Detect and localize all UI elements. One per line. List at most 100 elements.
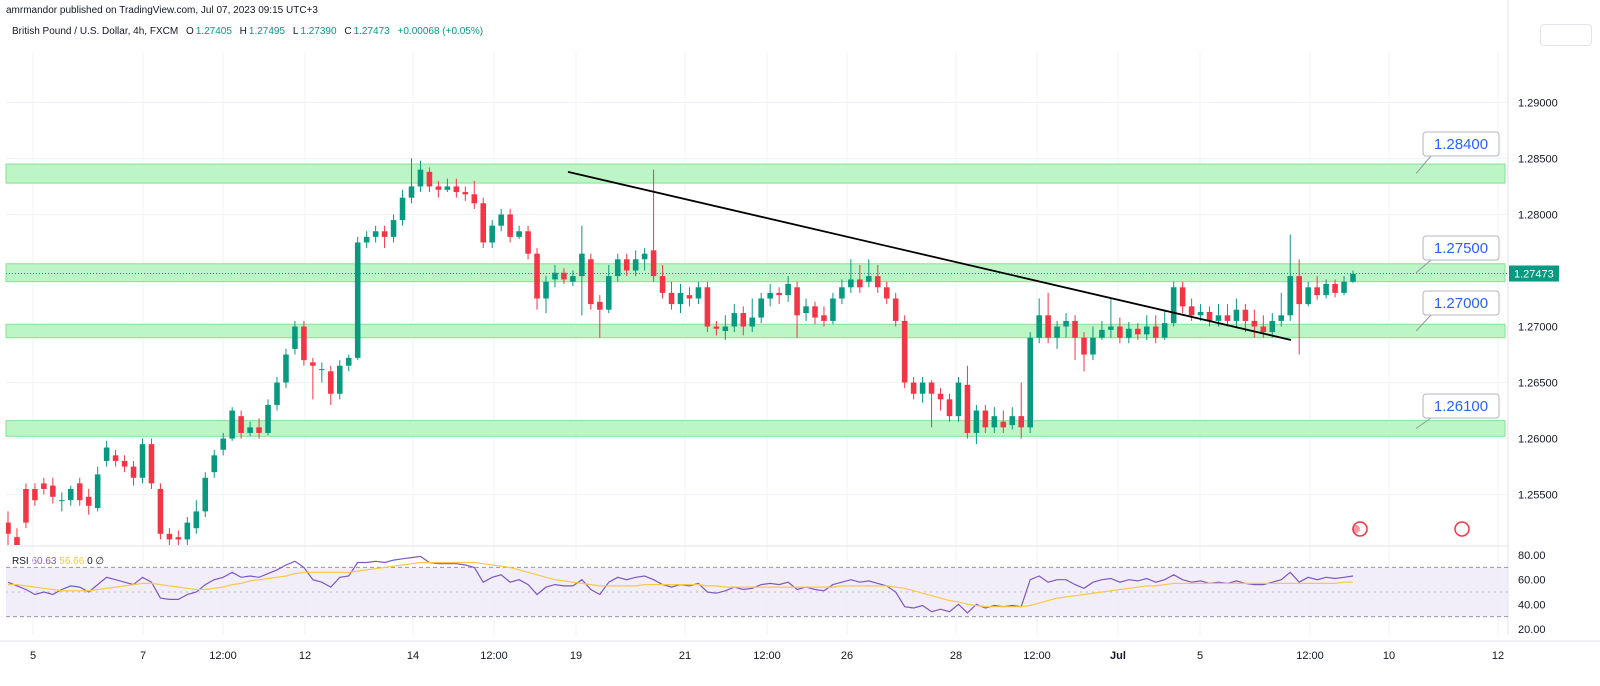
candle-body — [1260, 326, 1267, 333]
candle-body — [112, 455, 119, 461]
candle-body — [1296, 276, 1302, 305]
candle-body — [399, 197, 406, 221]
zone-label-text: 1.26100 — [1434, 398, 1488, 415]
time-tick-label: 7 — [140, 650, 146, 662]
candle-body — [480, 203, 487, 243]
low-label: L — [292, 26, 299, 37]
candle-body — [256, 427, 262, 433]
candle-body — [14, 537, 20, 545]
candle-body — [381, 231, 388, 237]
candle-body — [1251, 320, 1258, 327]
candle-body — [363, 236, 370, 243]
candle-body — [668, 292, 675, 305]
candle-body — [184, 522, 191, 540]
candle-body — [516, 231, 522, 237]
candle-body — [776, 292, 782, 296]
candle-body — [220, 438, 226, 450]
support-resistance-zone — [5, 163, 1506, 184]
candle-body — [1143, 326, 1150, 335]
candle-body — [1170, 287, 1177, 324]
candle-body — [103, 447, 110, 461]
candle-body — [686, 295, 693, 299]
candle-body — [390, 220, 397, 237]
candle-body — [561, 272, 567, 280]
candle-body — [579, 253, 585, 277]
candle-body — [874, 276, 881, 288]
candle-body — [812, 306, 818, 318]
candle-body — [1009, 416, 1016, 426]
candle-body — [740, 313, 747, 327]
candle-body — [767, 292, 773, 299]
candle-body — [1054, 326, 1060, 338]
rsi-tick-label: 80.00 — [1518, 550, 1546, 562]
candle-body — [605, 276, 612, 310]
candle-body — [892, 298, 899, 321]
candle-body — [1099, 329, 1105, 338]
candle-body — [677, 292, 684, 305]
time-tick-label: 21 — [679, 650, 691, 662]
candle-body — [821, 315, 827, 321]
candle-body — [614, 259, 621, 277]
candle-body — [85, 496, 92, 506]
candle-body — [426, 171, 433, 187]
candle-body — [785, 283, 791, 296]
candle-body — [202, 477, 209, 512]
candle-body — [1242, 309, 1249, 321]
candle-body — [803, 306, 809, 314]
uk-flag-event-icon — [1454, 521, 1470, 537]
zone-label-box — [1422, 131, 1500, 157]
candle-body — [23, 488, 29, 523]
price-tick-label: 1.25500 — [1518, 490, 1558, 502]
rsi-extra-2: ∅ — [95, 556, 105, 567]
open-label: O — [185, 26, 194, 37]
zone-label-pointer — [1415, 417, 1432, 429]
candle-body — [1269, 320, 1276, 333]
candle-body — [543, 281, 549, 299]
chart-settings-box[interactable] — [1540, 24, 1592, 46]
price-axis: 1.290001.285001.280001.275001.270001.265… — [1507, 0, 1559, 635]
candle-body — [1188, 306, 1195, 316]
candle-body — [794, 287, 800, 316]
candle-body — [1135, 328, 1141, 335]
time-tick-label: 5 — [1197, 650, 1203, 662]
candle-body — [1126, 328, 1132, 338]
zone-label-box — [1422, 235, 1500, 261]
candle-body — [525, 231, 531, 254]
candle-body — [839, 287, 845, 299]
candle-body — [955, 382, 962, 417]
time-tick-label: 12:00 — [1023, 650, 1051, 662]
zone-label-pointer — [1415, 259, 1432, 274]
time-tick-label: 10 — [1383, 650, 1395, 662]
close-label: C — [344, 26, 352, 37]
candle-body — [1072, 320, 1078, 338]
rsi-pane: 80.00 60.00 40.00 20.00 — [6, 550, 1546, 636]
zone-label-box — [1422, 393, 1500, 419]
candle-body — [1090, 337, 1096, 355]
candle-body — [1081, 337, 1087, 355]
zone-label-text: 1.27000 — [1434, 295, 1488, 312]
candle-body — [552, 272, 558, 280]
candle-body — [973, 410, 980, 433]
zone-label-pointer — [1415, 155, 1432, 174]
candle-body — [489, 225, 495, 243]
candle-body — [1224, 315, 1231, 321]
trendline — [567, 171, 1292, 341]
candle-body — [991, 416, 998, 428]
candle-body — [345, 357, 352, 366]
time-tick-label: 12:00 — [480, 650, 508, 662]
candle-body — [130, 466, 137, 478]
candle-body — [704, 287, 711, 327]
candle-body — [435, 186, 442, 190]
candle-body — [1197, 311, 1204, 316]
candle-body — [32, 488, 38, 501]
time-tick-label: 28 — [950, 650, 962, 662]
candle-body — [1045, 315, 1051, 338]
candle-body — [1287, 276, 1294, 316]
high-value: 1.27495 — [248, 26, 286, 37]
candle-body — [1314, 287, 1320, 296]
candle-body — [336, 365, 343, 394]
candle-body — [1206, 311, 1213, 321]
candle-body — [830, 298, 836, 321]
candle-body — [1350, 273, 1356, 282]
